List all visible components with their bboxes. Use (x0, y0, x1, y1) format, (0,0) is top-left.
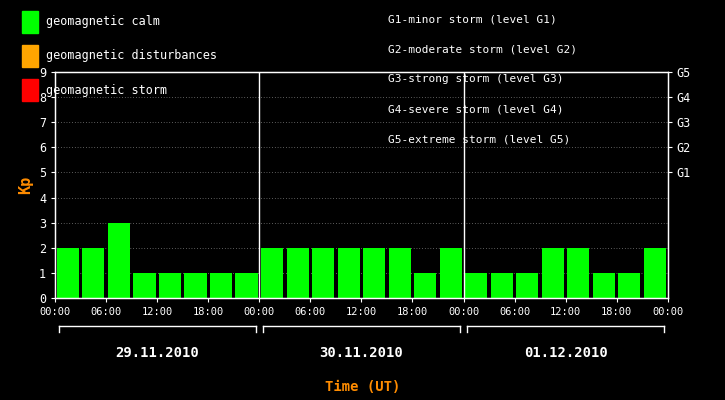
Bar (593, 273, 615, 298)
Bar (389, 248, 411, 298)
Text: G4-severe storm (level G4): G4-severe storm (level G4) (388, 104, 563, 114)
Bar (644, 248, 666, 298)
Text: G3-strong storm (level G3): G3-strong storm (level G3) (388, 74, 563, 84)
Text: geomagnetic storm: geomagnetic storm (46, 84, 167, 96)
Bar (286, 248, 309, 298)
Bar (133, 273, 155, 298)
Bar (516, 273, 539, 298)
Bar (465, 273, 487, 298)
Bar (338, 248, 360, 298)
Text: G1-minor storm (level G1): G1-minor storm (level G1) (388, 14, 557, 24)
Bar (184, 273, 207, 298)
Bar (439, 248, 462, 298)
Bar (542, 248, 564, 298)
Text: 29.11.2010: 29.11.2010 (115, 346, 199, 360)
Bar (236, 273, 257, 298)
Bar (159, 273, 181, 298)
Bar (618, 273, 640, 298)
Text: G5-extreme storm (level G5): G5-extreme storm (level G5) (388, 134, 570, 144)
Bar (108, 223, 130, 298)
Text: Time (UT): Time (UT) (325, 380, 400, 394)
Bar (83, 248, 104, 298)
Bar (261, 248, 283, 298)
Text: 30.11.2010: 30.11.2010 (320, 346, 403, 360)
Y-axis label: Kp: Kp (18, 176, 33, 194)
Bar (312, 248, 334, 298)
Bar (414, 273, 436, 298)
Text: G2-moderate storm (level G2): G2-moderate storm (level G2) (388, 44, 577, 54)
Bar (210, 273, 232, 298)
Bar (568, 248, 589, 298)
Text: 01.12.2010: 01.12.2010 (523, 346, 608, 360)
Bar (57, 248, 79, 298)
Text: geomagnetic calm: geomagnetic calm (46, 16, 160, 28)
Bar (363, 248, 385, 298)
Bar (491, 273, 513, 298)
Text: geomagnetic disturbances: geomagnetic disturbances (46, 50, 218, 62)
